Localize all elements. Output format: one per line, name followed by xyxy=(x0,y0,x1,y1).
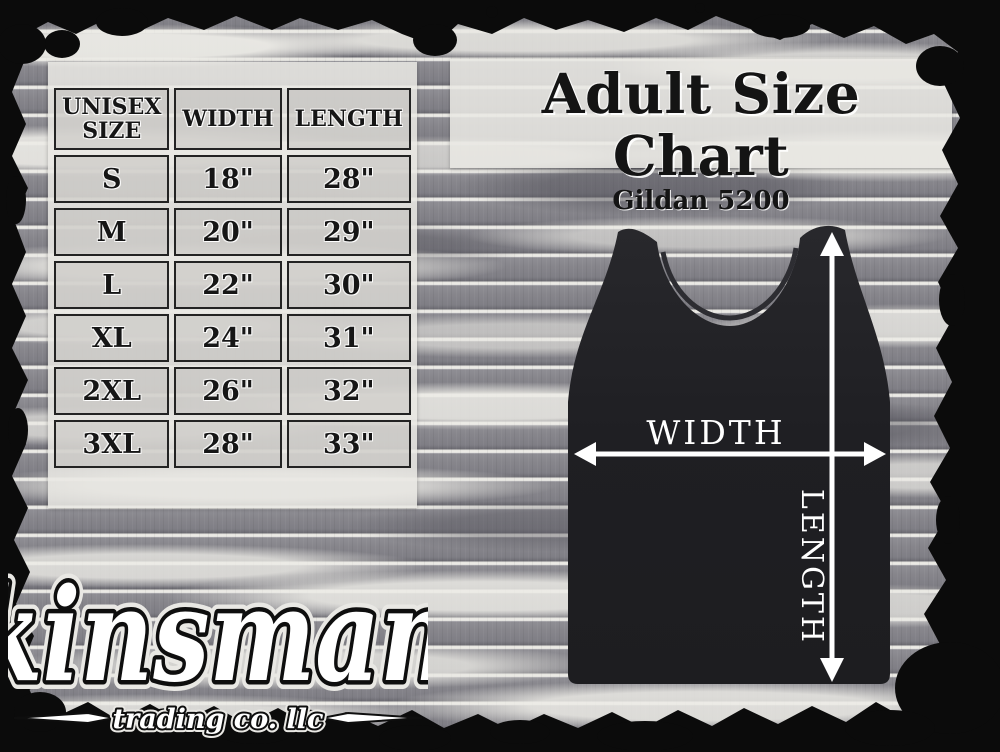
width-cell: 28" xyxy=(174,420,282,468)
size-cell: 2XL xyxy=(54,367,170,415)
length-cell: 28" xyxy=(286,155,411,203)
table-row: L 22" 30" xyxy=(54,261,411,309)
width-cell: 22" xyxy=(174,261,282,309)
column-header-length: LENGTH xyxy=(286,88,411,150)
size-table: UNISEX SIZE WIDTH LENGTH S 18" 28" M 20"… xyxy=(49,83,416,473)
table-header-row: UNISEX SIZE WIDTH LENGTH xyxy=(54,88,411,150)
column-header-size: UNISEX SIZE xyxy=(54,88,170,150)
table-row: 3XL 28" 33" xyxy=(54,420,411,468)
width-label: WIDTH xyxy=(646,413,785,452)
size-table-panel: UNISEX SIZE WIDTH LENGTH S 18" 28" M 20"… xyxy=(48,62,417,508)
size-cell: 3XL xyxy=(54,420,170,468)
size-cell: S xyxy=(54,155,170,203)
column-header-width: WIDTH xyxy=(174,88,282,150)
table-row: S 18" 28" xyxy=(54,155,411,203)
width-cell: 24" xyxy=(174,314,282,362)
logo-tagline: trading co. llc trading co. llc trading … xyxy=(109,700,328,739)
size-cell: L xyxy=(54,261,170,309)
logo-wordmark: kinsman kinsman kinsman xyxy=(8,553,428,719)
length-label: LENGTH xyxy=(794,489,829,645)
length-cell: 32" xyxy=(286,367,411,415)
length-cell: 29" xyxy=(286,208,411,256)
title-panel: Adult Size Chart Gildan 5200 xyxy=(450,59,952,216)
table-row: M 20" 29" xyxy=(54,208,411,256)
length-cell: 30" xyxy=(286,261,411,309)
width-cell: 18" xyxy=(174,155,282,203)
size-cell: M xyxy=(54,208,170,256)
wordmark-fill: kinsman xyxy=(8,561,428,711)
length-cell: 33" xyxy=(286,420,411,468)
page-title: Adult Size Chart xyxy=(541,61,861,188)
size-cell: XL xyxy=(54,314,170,362)
tank-top-diagram: WIDTH LENGTH xyxy=(568,225,890,684)
page-subtitle: Gildan 5200 xyxy=(612,186,790,217)
table-row: 2XL 26" 32" xyxy=(54,367,411,415)
table-row: XL 24" 31" xyxy=(54,314,411,362)
width-cell: 26" xyxy=(174,367,282,415)
length-cell: 31" xyxy=(286,314,411,362)
tagline-fill: trading co. llc xyxy=(113,704,324,735)
width-cell: 20" xyxy=(174,208,282,256)
kinsman-logo: kinsman kinsman kinsman trading co. llc … xyxy=(8,553,428,739)
